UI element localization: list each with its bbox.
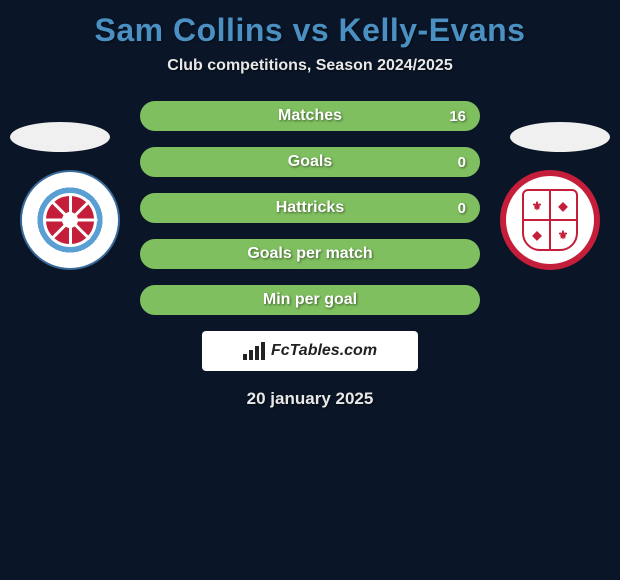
- player-left-avatar: [10, 122, 110, 152]
- brand-text: FcTables.com: [271, 342, 377, 360]
- stat-label: Min per goal: [263, 291, 357, 309]
- stat-label: Hattricks: [276, 199, 344, 217]
- stat-label: Goals per match: [247, 245, 372, 263]
- stat-right-value: 0: [458, 154, 466, 171]
- stat-row-hattricks: Hattricks 0: [140, 193, 480, 223]
- club-crest-right: ⚜ ◆ ◆ ⚜: [500, 170, 600, 270]
- stat-right-value: 0: [458, 200, 466, 217]
- stats-container: Matches 16 Goals 0 Hattricks 0 Goals per…: [140, 101, 480, 315]
- page-title: Sam Collins vs Kelly-Evans: [0, 0, 620, 49]
- bar-chart-icon: [243, 342, 265, 360]
- stat-right-value: 16: [449, 108, 466, 125]
- brand-badge[interactable]: FcTables.com: [202, 331, 418, 371]
- stat-row-goals-per-match: Goals per match: [140, 239, 480, 269]
- stat-row-matches: Matches 16: [140, 101, 480, 131]
- date-label: 20 january 2025: [0, 389, 620, 409]
- stat-row-min-per-goal: Min per goal: [140, 285, 480, 315]
- stat-label: Goals: [288, 153, 332, 171]
- stat-row-goals: Goals 0: [140, 147, 480, 177]
- club-crest-left: [20, 170, 120, 270]
- player-right-avatar: [510, 122, 610, 152]
- subtitle: Club competitions, Season 2024/2025: [0, 57, 620, 75]
- shield-icon: ⚜ ◆ ◆ ⚜: [522, 189, 578, 251]
- ship-wheel-icon: [43, 193, 97, 247]
- stat-label: Matches: [278, 107, 342, 125]
